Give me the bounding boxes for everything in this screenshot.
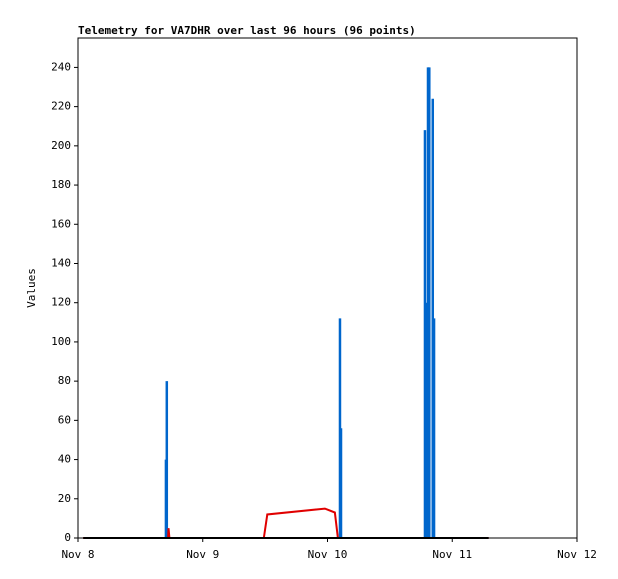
y-tick-label: 240 <box>51 60 71 73</box>
y-tick-label: 180 <box>51 178 71 191</box>
y-tick-label: 160 <box>51 217 71 230</box>
x-tick-label: Nov 12 <box>557 548 597 561</box>
chart-title: Telemetry for VA7DHR over last 96 hours … <box>78 24 416 37</box>
y-tick-label: 60 <box>58 413 71 426</box>
y-tick-label: 220 <box>51 100 71 113</box>
y-tick-label: 120 <box>51 296 71 309</box>
y-tick-label: 20 <box>58 492 71 505</box>
y-tick-label: 140 <box>51 256 71 269</box>
y-tick-label: 0 <box>64 531 71 544</box>
y-tick-label: 200 <box>51 139 71 152</box>
y-axis-label: Values <box>25 268 38 308</box>
x-tick-label: Nov 8 <box>61 548 94 561</box>
x-tick-label: Nov 9 <box>186 548 219 561</box>
series-line <box>83 507 489 539</box>
y-tick-label: 80 <box>58 374 71 387</box>
y-tick-label: 100 <box>51 335 71 348</box>
x-tick-label: Nov 10 <box>308 548 348 561</box>
y-tick-label: 40 <box>58 453 71 466</box>
x-tick-label: Nov 11 <box>432 548 472 561</box>
